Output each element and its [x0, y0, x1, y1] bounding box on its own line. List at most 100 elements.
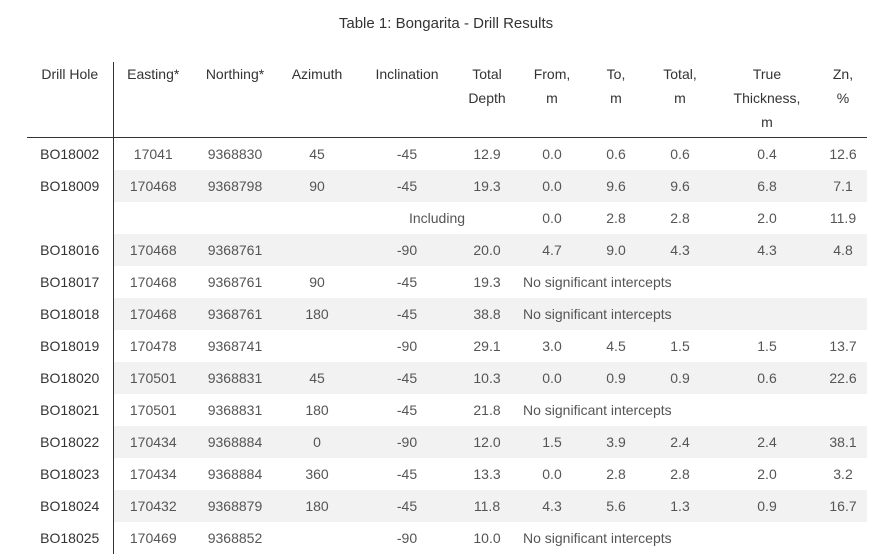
cell-true-thickness: 0.9 [715, 490, 819, 522]
cell-from: 0.0 [517, 138, 587, 171]
cell-total-depth: 29.1 [457, 330, 517, 362]
cell-drill-hole: BO18025 [27, 522, 113, 554]
cell-drill-hole: BO18017 [27, 266, 113, 298]
cell-from: 1.5 [517, 426, 587, 458]
cell-inclination: -45 [357, 298, 457, 330]
header-inclination: Inclination [357, 62, 457, 138]
cell-zn: 12.6 [819, 138, 867, 171]
cell-to: 9.6 [587, 170, 645, 202]
cell-drill-hole: BO18019 [27, 330, 113, 362]
cell-to: 9.0 [587, 234, 645, 266]
cell-easting: 17041 [113, 138, 193, 171]
cell-zn: 4.8 [819, 234, 867, 266]
cell-total: 0.6 [645, 138, 715, 171]
cell-drill-hole: BO18024 [27, 490, 113, 522]
cell-azimuth [277, 234, 357, 266]
cell-northing: 9368798 [193, 170, 277, 202]
cell-inclination: -90 [357, 522, 457, 554]
cell-drill-hole: BO18002 [27, 138, 113, 171]
cell-from: 0.0 [517, 170, 587, 202]
cell-northing: 9368879 [193, 490, 277, 522]
cell-zn: 22.6 [819, 362, 867, 394]
cell-total-depth: 21.8 [457, 394, 517, 426]
cell-empty [277, 202, 357, 234]
cell-total-depth: 38.8 [457, 298, 517, 330]
cell-drill-hole: BO18021 [27, 394, 113, 426]
cell-zn: 16.7 [819, 490, 867, 522]
cell-empty [193, 202, 277, 234]
cell-true-thickness: 2.0 [715, 202, 819, 234]
cell-true-thickness: 0.6 [715, 362, 819, 394]
cell-total-depth: 19.3 [457, 170, 517, 202]
cell-azimuth: 180 [277, 298, 357, 330]
cell-azimuth: 90 [277, 170, 357, 202]
cell-total: 2.8 [645, 458, 715, 490]
cell-inclination: -45 [357, 362, 457, 394]
cell-azimuth: 360 [277, 458, 357, 490]
cell-easting: 170468 [113, 234, 193, 266]
cell-drill-hole: BO18018 [27, 298, 113, 330]
cell-azimuth: 180 [277, 490, 357, 522]
header-azimuth: Azimuth [277, 62, 357, 138]
cell-northing: 9368852 [193, 522, 277, 554]
cell-zn [819, 298, 867, 330]
cell-total: 4.3 [645, 234, 715, 266]
no-intercepts-note: No significant intercepts [517, 522, 819, 554]
cell-from: 4.3 [517, 490, 587, 522]
cell-zn: 38.1 [819, 426, 867, 458]
cell-to: 2.8 [587, 458, 645, 490]
cell-azimuth: 90 [277, 266, 357, 298]
cell-empty [113, 202, 193, 234]
cell-zn [819, 266, 867, 298]
cell-inclination: -45 [357, 170, 457, 202]
cell-to: 5.6 [587, 490, 645, 522]
cell-northing: 9368761 [193, 266, 277, 298]
cell-northing: 9368761 [193, 234, 277, 266]
cell-easting: 170468 [113, 170, 193, 202]
cell-inclination: -90 [357, 330, 457, 362]
cell-total-depth: 12.9 [457, 138, 517, 171]
cell-easting: 170501 [113, 394, 193, 426]
cell-to: 0.9 [587, 362, 645, 394]
cell-azimuth: 0 [277, 426, 357, 458]
cell-total: 1.3 [645, 490, 715, 522]
cell-true-thickness: 2.4 [715, 426, 819, 458]
header-total: Total,m [645, 62, 715, 138]
cell-inclination: -45 [357, 490, 457, 522]
cell-total-depth: 12.0 [457, 426, 517, 458]
cell-azimuth: 45 [277, 362, 357, 394]
cell-azimuth: 45 [277, 138, 357, 171]
cell-northing: 9368884 [193, 426, 277, 458]
cell-to: 2.8 [587, 202, 645, 234]
no-intercepts-note: No significant intercepts [517, 266, 819, 298]
table-caption: Table 1: Bongarita - Drill Results [0, 15, 892, 32]
document-page: Table 1: Bongarita - Drill Results Drill… [0, 0, 892, 540]
cell-inclination: -45 [357, 394, 457, 426]
drill-results-table: Drill Hole Easting* Northing* Azimuth In… [27, 62, 867, 554]
cell-easting: 170432 [113, 490, 193, 522]
cell-easting: 170468 [113, 266, 193, 298]
cell-easting: 170478 [113, 330, 193, 362]
cell-total: 0.9 [645, 362, 715, 394]
cell-easting: 170469 [113, 522, 193, 554]
cell-northing: 9368830 [193, 138, 277, 171]
no-intercepts-note: No significant intercepts [517, 394, 819, 426]
including-label: Including [357, 202, 517, 234]
cell-northing: 9368761 [193, 298, 277, 330]
cell-zn: 7.1 [819, 170, 867, 202]
cell-from: 3.0 [517, 330, 587, 362]
cell-zn [819, 522, 867, 554]
header-zn: Zn,% [819, 62, 867, 138]
cell-drill-hole: BO18016 [27, 234, 113, 266]
cell-from: 0.0 [517, 362, 587, 394]
